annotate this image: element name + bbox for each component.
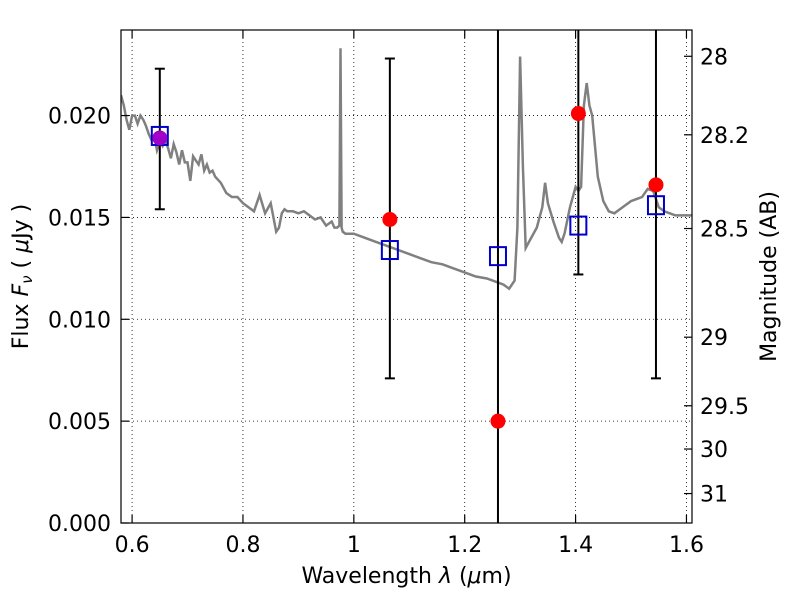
y-tick-label: 0.005 bbox=[48, 410, 111, 435]
x-tick-label: 1 bbox=[347, 533, 361, 558]
y-tick-label: 0.000 bbox=[48, 512, 111, 537]
right-tick-label: 28 bbox=[700, 45, 728, 70]
model-square-point bbox=[569, 215, 588, 236]
model-squares bbox=[150, 125, 665, 267]
y-axis-label: Flux Fν ( μJy ) bbox=[9, 204, 36, 349]
ticks: 0.6 0.8 1 1.2 1.4 1.6 0.000 0.005 0.010 0.015 0.02… bbox=[48, 30, 749, 558]
y-tick-label: 0.015 bbox=[48, 206, 111, 231]
spectrum-line bbox=[121, 48, 692, 291]
observed-point bbox=[490, 413, 506, 429]
x-tick-label: 1.6 bbox=[669, 533, 704, 558]
model-square-point bbox=[380, 240, 399, 261]
x-tick-label: 0.8 bbox=[225, 533, 260, 558]
model-square-point bbox=[488, 246, 507, 267]
right-axis-label: Magnitude (AB) bbox=[757, 191, 782, 362]
observed-point bbox=[152, 130, 168, 146]
model-square-point bbox=[646, 195, 665, 216]
x-tick-label: 1.4 bbox=[558, 533, 593, 558]
y-tick-label: 0.010 bbox=[48, 308, 111, 333]
y-tick-label: 0.020 bbox=[48, 105, 111, 130]
model-spectrum bbox=[121, 48, 692, 291]
observed-point bbox=[570, 106, 586, 122]
right-tick-label: 29 bbox=[700, 326, 728, 351]
right-tick-label: 29.5 bbox=[700, 395, 749, 420]
observed-points bbox=[152, 106, 664, 429]
grid bbox=[121, 30, 692, 524]
error-bars bbox=[154, 30, 661, 523]
right-tick-label: 28.2 bbox=[700, 124, 749, 149]
x-tick-label: 0.6 bbox=[115, 533, 150, 558]
right-tick-label: 31 bbox=[700, 483, 728, 508]
observed-point bbox=[382, 211, 398, 227]
observed-point bbox=[648, 177, 664, 193]
x-axis-label: Wavelength λ (μm) bbox=[301, 564, 511, 589]
right-tick-label: 30 bbox=[700, 438, 728, 463]
plot-frame bbox=[120, 29, 693, 524]
x-tick-label: 1.2 bbox=[447, 533, 482, 558]
right-tick-label: 28.5 bbox=[700, 218, 749, 243]
